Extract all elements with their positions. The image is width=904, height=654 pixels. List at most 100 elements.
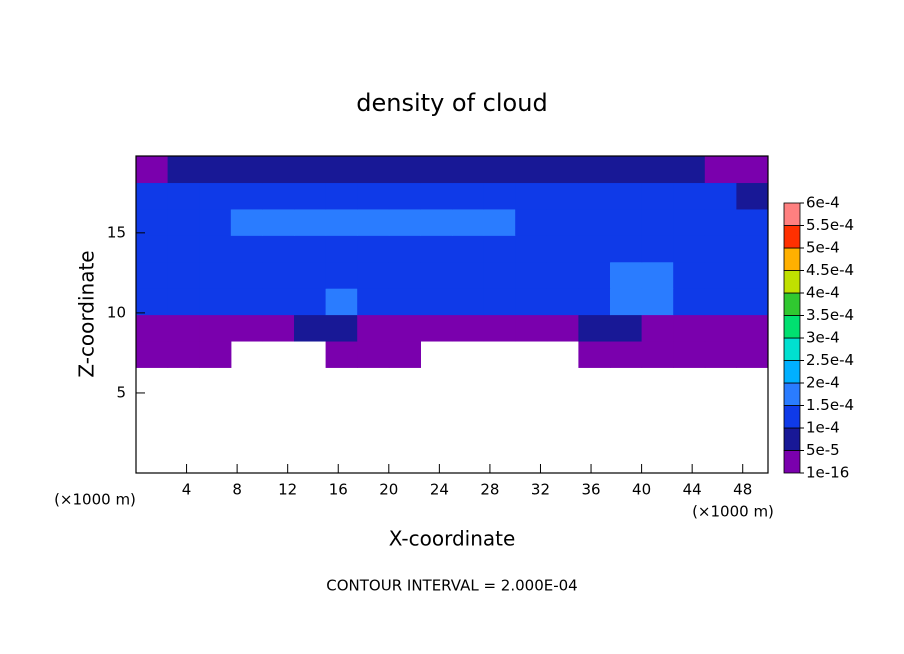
contour-cell (325, 340, 358, 368)
colorbar-band (783, 270, 801, 294)
contour-cell (262, 314, 295, 342)
contour-cell (262, 156, 295, 184)
contour-cell (230, 261, 263, 289)
contour-cell (483, 182, 516, 210)
colorbar-label: 4e-4 (806, 284, 840, 302)
contour-cell (673, 314, 706, 342)
contour-cell (420, 288, 453, 316)
contour-cell (262, 288, 295, 316)
contour-cell (388, 261, 421, 289)
contour-cell (546, 261, 579, 289)
contour-cell (546, 182, 579, 210)
contour-cell (167, 261, 200, 289)
contour-cell (230, 182, 263, 210)
contour-cell (515, 314, 548, 342)
contour-cell (578, 208, 611, 236)
contour-cell (262, 208, 295, 236)
y-tick-label: 10 (107, 303, 126, 321)
contour-cell (610, 182, 643, 210)
contour-cell (420, 208, 453, 236)
colorbar-band (783, 405, 801, 429)
colorbar-band (783, 202, 801, 226)
contour-cell (610, 208, 643, 236)
contour-cell (483, 156, 516, 184)
contour-cell (294, 261, 327, 289)
contour-cell (199, 314, 232, 342)
contour-cell (262, 182, 295, 210)
contour-cell (704, 340, 737, 368)
x-tick-label: 20 (379, 481, 398, 499)
contour-cell (610, 314, 643, 342)
x-axis-label: X-coordinate (389, 527, 516, 551)
contour-cell (136, 208, 169, 236)
x-tick-label: 4 (182, 481, 192, 499)
contour-cell (578, 340, 611, 368)
contour-cell (673, 208, 706, 236)
colorbar-label: 3.5e-4 (806, 306, 854, 324)
contour-cell (199, 208, 232, 236)
colorbar-band (783, 337, 801, 361)
colorbar-label: 1.5e-4 (806, 396, 854, 414)
colorbar-band (783, 225, 801, 249)
contour-cell (262, 235, 295, 263)
x-unit: (×1000 m) (692, 503, 774, 521)
contour-cell (610, 288, 643, 316)
contour-cell (357, 261, 390, 289)
contour-cell (515, 182, 548, 210)
x-tick-label: 36 (581, 481, 600, 499)
contour-cell (641, 261, 674, 289)
x-tick-label: 12 (278, 481, 297, 499)
contour-cell (420, 314, 453, 342)
contour-cell (452, 314, 485, 342)
contour-cell (452, 235, 485, 263)
contour-cell (199, 340, 232, 368)
contour-cell (704, 288, 737, 316)
x-tick-label: 44 (683, 481, 702, 499)
contour-cell (167, 156, 200, 184)
contour-cell (515, 208, 548, 236)
contour-cell (388, 314, 421, 342)
contour-cell (388, 208, 421, 236)
contour-cell (294, 182, 327, 210)
contour-cell (736, 208, 768, 236)
footer-note: CONTOUR INTERVAL = 2.000E-04 (326, 577, 577, 595)
contour-cell (262, 261, 295, 289)
colorbar-band (783, 382, 801, 406)
colorbar-band (783, 315, 801, 339)
contour-cell (388, 156, 421, 184)
y-unit: (×1000 m) (54, 491, 136, 509)
contour-cell (167, 182, 200, 210)
colorbar-label: 4.5e-4 (806, 261, 854, 279)
contour-cell (388, 288, 421, 316)
contour-cell (704, 235, 737, 263)
contour-cell (578, 156, 611, 184)
contour-cell (546, 235, 579, 263)
contour-cell (515, 288, 548, 316)
x-tick-label: 40 (632, 481, 651, 499)
contour-cell (325, 208, 358, 236)
contour-cell (515, 235, 548, 263)
contour-cell (704, 314, 737, 342)
contour-cell (357, 340, 390, 368)
contour-cell (736, 314, 768, 342)
colorbar-band (783, 427, 801, 451)
colorbar-label: 1e-4 (806, 419, 840, 437)
contour-cell (230, 288, 263, 316)
contour-cell (673, 288, 706, 316)
contour-cell (704, 208, 737, 236)
contour-cell (325, 182, 358, 210)
contour-cell (673, 261, 706, 289)
contour-cell (325, 288, 358, 316)
contour-cell (483, 288, 516, 316)
contour-cell (578, 235, 611, 263)
contour-cell (610, 340, 643, 368)
contour-cell (736, 261, 768, 289)
contour-cell (167, 314, 200, 342)
contour-cell (736, 340, 768, 368)
contour-cell (610, 235, 643, 263)
contour-cell (199, 182, 232, 210)
contour-cell (483, 208, 516, 236)
contour-cell (199, 235, 232, 263)
contour-cell (325, 156, 358, 184)
